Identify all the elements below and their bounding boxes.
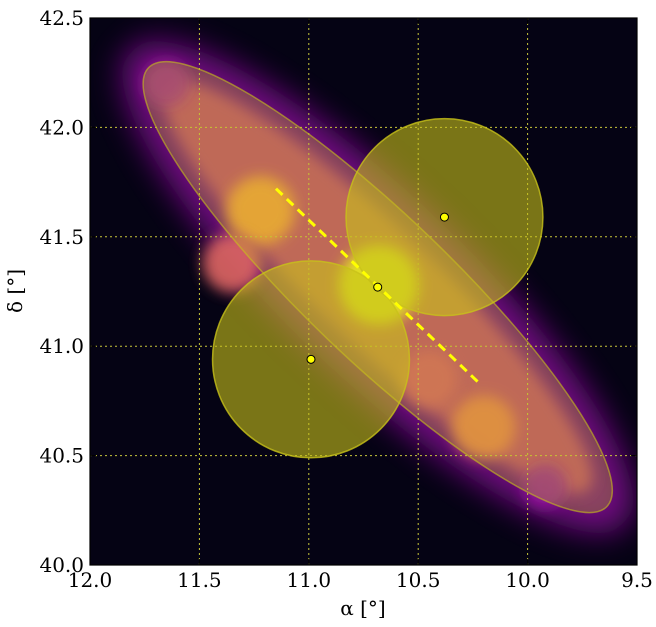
emission-blob-2 xyxy=(202,233,262,293)
emission-blob-4 xyxy=(400,350,458,408)
satellite-center-point-0 xyxy=(439,212,449,222)
ticks: 12.0 11.5 11.0 10.5 10.0 9.5 40.0 40.5 41.0 41.5 4… xyxy=(39,6,652,592)
emission-blob-6 xyxy=(522,463,568,509)
x-tick-label-0: 12.0 xyxy=(68,568,113,592)
x-tick-label-4: 10.0 xyxy=(505,568,550,592)
grid xyxy=(90,18,637,565)
plot-frame xyxy=(89,17,638,566)
x-tick-label-5: 9.5 xyxy=(621,568,653,592)
y-tick-label-4: 42.0 xyxy=(39,115,84,139)
x-tick-label-1: 11.5 xyxy=(177,568,222,592)
y-tick-label-0: 40.0 xyxy=(39,553,84,577)
overlays xyxy=(142,60,614,514)
y-tick-label-1: 40.5 xyxy=(39,444,84,468)
y-tick-label-2: 41.0 xyxy=(39,334,84,358)
emission-blob-3 xyxy=(452,395,516,459)
satellite-center-point-1 xyxy=(306,354,316,364)
y-axis-label: δ [°] xyxy=(3,269,27,313)
emission-blob-1 xyxy=(226,176,295,245)
y-tick-label-5: 42.5 xyxy=(39,6,84,30)
emission-blob-5 xyxy=(143,60,190,107)
y-tick-label-3: 41.5 xyxy=(39,225,84,249)
x-tick-label-3: 10.5 xyxy=(396,568,441,592)
galaxy-center-point xyxy=(373,282,383,292)
x-axis-label: α [°] xyxy=(340,596,385,620)
x-tick-label-2: 11.0 xyxy=(287,568,332,592)
